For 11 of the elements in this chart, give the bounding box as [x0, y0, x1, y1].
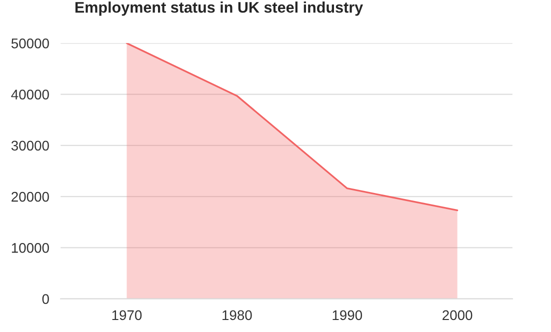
x-tick-label: 1980	[222, 310, 252, 320]
y-tick-label: 30000	[11, 140, 49, 151]
y-tick-label: 20000	[12, 192, 49, 202]
x-tick-label: 1970	[112, 310, 142, 320]
y-tick-label: 50000	[11, 38, 49, 48]
x-tick-label: 2000	[442, 310, 472, 320]
y-tick-label: 40000	[11, 90, 49, 100]
x-tick-label: 1990	[332, 310, 362, 320]
chart-title: Employment status in UK steel industry	[75, 2, 363, 16]
y-tick-label: 0	[42, 294, 49, 304]
y-tick-label: 10000	[12, 243, 49, 253]
